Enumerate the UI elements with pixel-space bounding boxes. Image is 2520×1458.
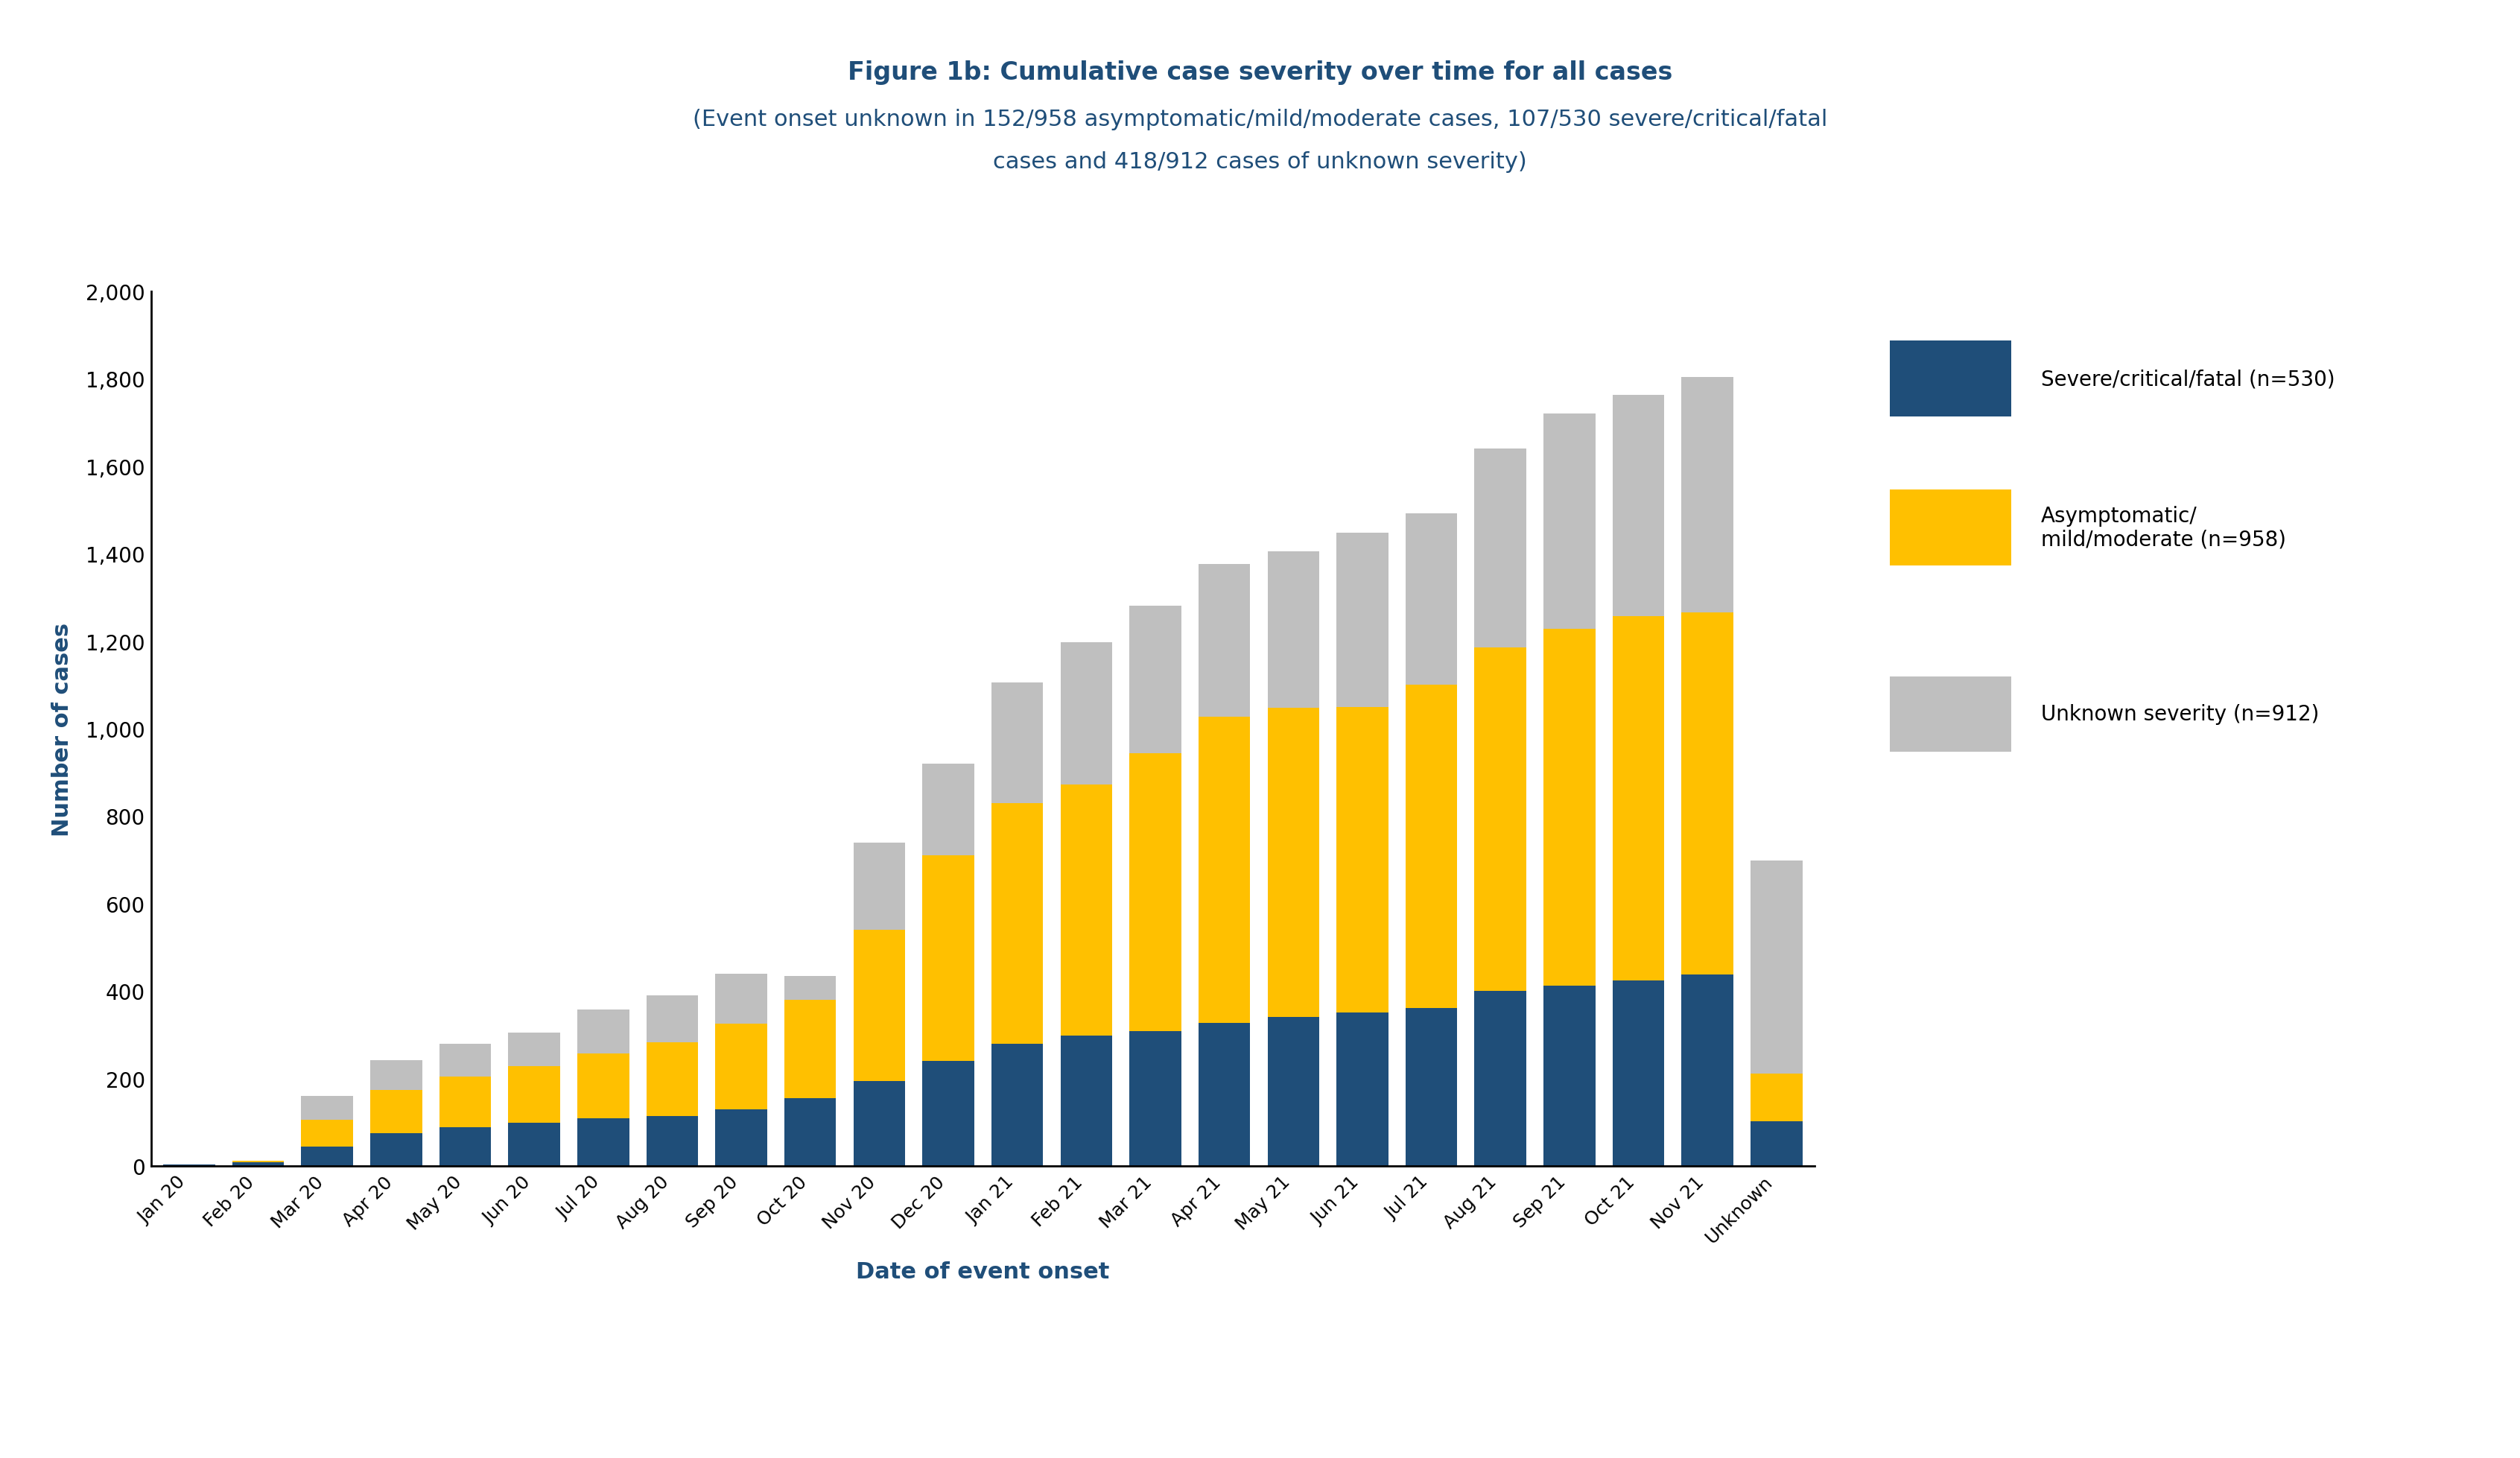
Bar (1406, 1007, 1457, 1166)
Bar (1681, 378, 1734, 612)
Text: cases and 418/912 cases of unknown severity): cases and 418/912 cases of unknown sever… (993, 152, 1527, 172)
Bar (854, 843, 905, 930)
Text: COVID-19 vaccines: COVID-19 vaccines (30, 1411, 260, 1432)
Bar (1336, 1012, 1389, 1166)
Text: Unknown severity (n=912): Unknown severity (n=912) (2041, 704, 2318, 725)
Text: The proportion of serious/severe cases has decreased over time, likely reflectin: The proportion of serious/severe cases h… (30, 1344, 1656, 1365)
Bar (1268, 553, 1320, 709)
Bar (302, 1120, 353, 1146)
Bar (509, 1123, 559, 1166)
Bar (784, 1099, 837, 1166)
Bar (232, 1162, 285, 1166)
Text: Asymptomatic/
mild/moderate (n=958): Asymptomatic/ mild/moderate (n=958) (2041, 506, 2286, 550)
Bar (370, 1134, 421, 1166)
Bar (1613, 395, 1663, 617)
Bar (509, 1032, 559, 1067)
Bar (1613, 980, 1663, 1166)
Text: Severe/critical/fatal (n=530): Severe/critical/fatal (n=530) (2041, 369, 2336, 389)
Bar (302, 1096, 353, 1120)
Bar (1336, 534, 1389, 707)
Y-axis label: Number of cases: Number of cases (50, 623, 73, 835)
Bar (990, 682, 1043, 803)
Bar (1613, 617, 1663, 980)
Bar (1751, 860, 1802, 1075)
Bar (716, 1110, 766, 1166)
Bar (645, 1117, 698, 1166)
Bar (922, 856, 975, 1061)
Bar (716, 1024, 766, 1110)
Bar (1545, 986, 1595, 1166)
Bar (302, 1146, 353, 1166)
Bar (1268, 709, 1320, 1016)
Bar (1336, 707, 1389, 1012)
Bar (1200, 717, 1250, 1024)
Bar (1545, 414, 1595, 630)
Bar (577, 1118, 630, 1166)
Bar (784, 977, 837, 1000)
Bar (1129, 1032, 1182, 1166)
Bar (854, 1082, 905, 1166)
Bar (1061, 643, 1111, 784)
Bar (990, 803, 1043, 1044)
Bar (1406, 685, 1457, 1007)
Bar (716, 974, 766, 1024)
Text: (Event onset unknown in 152/958 asymptomatic/mild/moderate cases, 107/530 severe: (Event onset unknown in 152/958 asymptom… (693, 109, 1827, 130)
Bar (1200, 564, 1250, 717)
Bar (1474, 647, 1527, 991)
Bar (784, 1000, 837, 1099)
Bar (1474, 991, 1527, 1166)
Bar (438, 1076, 491, 1127)
Bar (645, 1042, 698, 1117)
Bar (1268, 1016, 1320, 1166)
Bar (1751, 1121, 1802, 1166)
Bar (1545, 630, 1595, 986)
Bar (1406, 513, 1457, 685)
Bar (1061, 1037, 1111, 1166)
X-axis label: Date of event onset: Date of event onset (857, 1261, 1109, 1283)
Bar (1681, 975, 1734, 1166)
Bar (370, 1060, 421, 1091)
Bar (1751, 1075, 1802, 1121)
Bar (1129, 754, 1182, 1032)
Bar (509, 1067, 559, 1123)
Text: Figure 1b: Cumulative case severity over time for all cases: Figure 1b: Cumulative case severity over… (847, 61, 1673, 85)
Bar (1474, 449, 1527, 647)
Bar (922, 1061, 975, 1166)
Bar (577, 1054, 630, 1118)
Bar (645, 996, 698, 1042)
Bar (922, 764, 975, 856)
Bar (854, 930, 905, 1082)
Bar (164, 1165, 214, 1166)
Bar (577, 1010, 630, 1054)
Bar (438, 1127, 491, 1166)
Bar (990, 1044, 1043, 1166)
Bar (1681, 612, 1734, 975)
Bar (438, 1044, 491, 1076)
Bar (1129, 607, 1182, 754)
Bar (370, 1091, 421, 1134)
Bar (1061, 784, 1111, 1037)
Bar (1200, 1024, 1250, 1166)
